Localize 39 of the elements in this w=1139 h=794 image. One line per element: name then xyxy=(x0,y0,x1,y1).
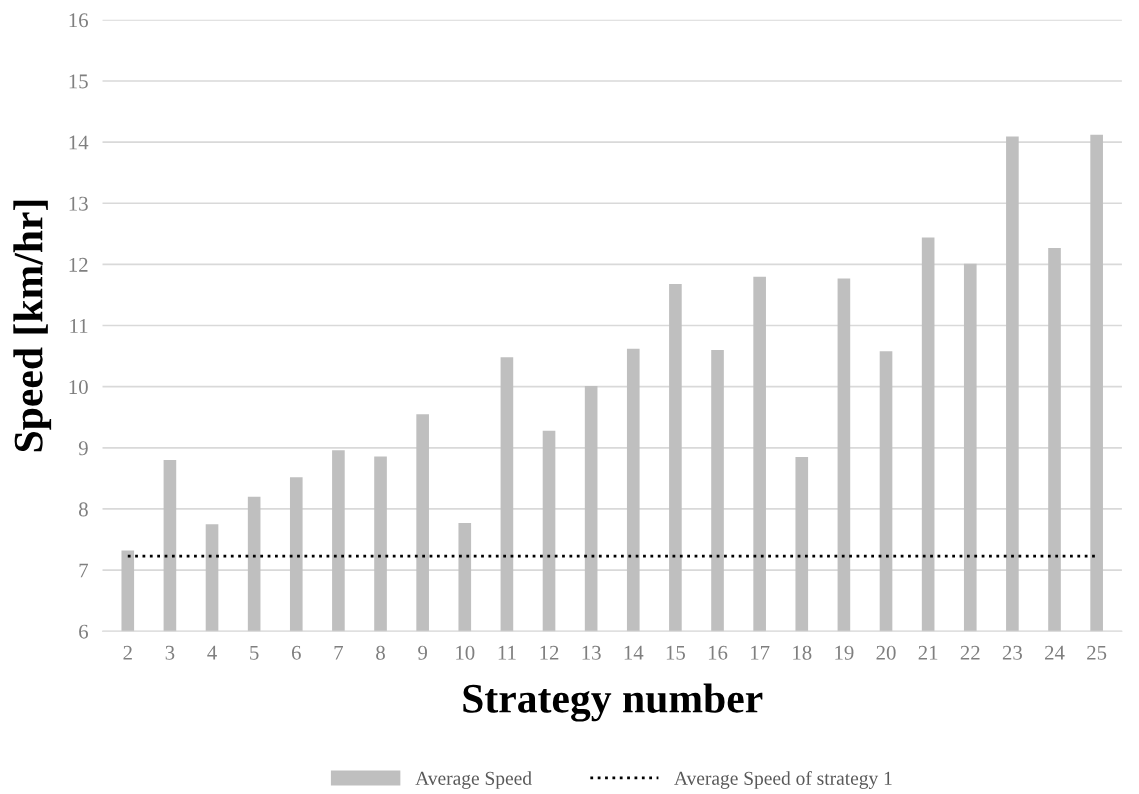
y-tick-label: 11 xyxy=(70,319,88,333)
x-tick-label: 25 xyxy=(1087,645,1107,660)
legend-label: Average Speed of strategy 1 xyxy=(674,771,892,789)
y-tick-label: 12 xyxy=(69,257,88,272)
x-tick-label: 6 xyxy=(291,645,301,660)
x-tick-label: 11 xyxy=(498,645,516,660)
x-tick-label: 12 xyxy=(540,645,559,660)
x-tick-label: 9 xyxy=(418,645,428,660)
x-tick-label: 24 xyxy=(1045,645,1065,660)
x-tick-label: 14 xyxy=(624,645,644,660)
y-tick-label: 15 xyxy=(69,74,88,89)
y-tick-label: 14 xyxy=(69,135,89,150)
legend-label: Average Speed xyxy=(415,771,532,789)
y-tick-label: 9 xyxy=(78,441,88,456)
x-tick-label: 20 xyxy=(876,645,896,660)
x-tick-label: 15 xyxy=(666,645,685,660)
x-tick-label: 2 xyxy=(123,645,132,660)
y-tick-label: 8 xyxy=(79,502,88,517)
x-tick-label: 16 xyxy=(708,645,728,660)
x-tick-label: 8 xyxy=(376,645,385,660)
x-tick-label: 7 xyxy=(334,645,344,660)
y-tick-label: 16 xyxy=(69,13,88,28)
x-tick-label: 18 xyxy=(793,645,812,660)
x-tick-label: 5 xyxy=(250,645,259,660)
x-tick-label: 3 xyxy=(165,645,175,660)
y-tick-label: 10 xyxy=(69,380,88,395)
x-tick-label: 19 xyxy=(835,645,854,660)
x-tick-label: 17 xyxy=(751,645,770,660)
y-axis-title: Speed [km/hr] xyxy=(13,200,52,452)
x-tick-label: 4 xyxy=(207,645,217,660)
y-tick-label: 6 xyxy=(79,624,88,639)
x-tick-label: 13 xyxy=(582,645,601,660)
x-tick-label: 23 xyxy=(1002,645,1022,660)
x-tick-label: 21 xyxy=(918,645,938,660)
x-tick-label: 10 xyxy=(456,645,475,660)
x-axis-title: Strategy number xyxy=(463,683,763,722)
y-tick-label: 7 xyxy=(79,563,89,578)
y-tick-label: 13 xyxy=(69,196,88,211)
x-tick-label: 22 xyxy=(960,645,980,660)
